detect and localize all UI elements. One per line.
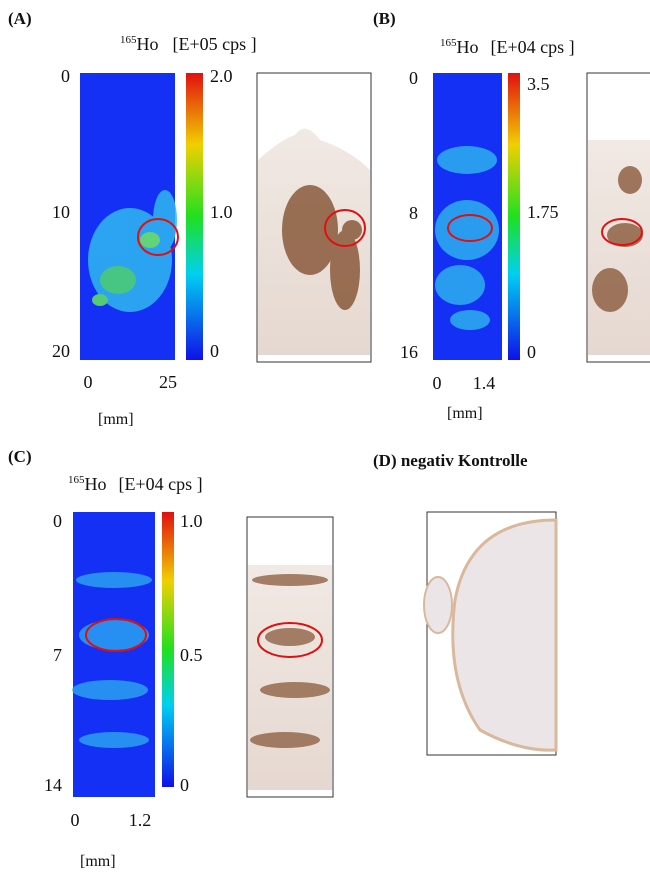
isotope-unit: 165Ho[E+05 cps ]	[120, 34, 257, 54]
scale-label: 1.0	[180, 511, 203, 531]
tissue	[248, 565, 332, 790]
y-label: 0	[61, 66, 70, 86]
y-label: 16	[400, 342, 418, 362]
colorbar	[162, 512, 174, 787]
isotope-unit: 165Ho[E+04 cps ]	[440, 37, 575, 57]
scale-label: 0	[527, 342, 536, 362]
y-label: 8	[409, 203, 418, 223]
y-label: 0	[53, 511, 62, 531]
y-label: 20	[52, 341, 70, 361]
scale-label: 0.5	[180, 645, 203, 665]
panel-label: (B)	[373, 9, 396, 28]
y-label: 10	[52, 202, 70, 222]
tissue	[424, 577, 452, 633]
panel-label: (D) negativ Kontrolle	[373, 451, 528, 470]
colorbar	[186, 73, 203, 360]
x-label: 1.2	[129, 810, 152, 830]
x-label: 1.4	[473, 373, 496, 393]
colorbar	[508, 73, 520, 360]
tissue	[588, 140, 650, 355]
panel-label: (C)	[8, 447, 32, 466]
isotope-unit: 165Ho[E+04 cps ]	[68, 474, 203, 494]
scale-label: 0	[180, 775, 189, 795]
heatmap	[73, 512, 155, 797]
x-unit: [mm]	[447, 405, 483, 422]
scale-label: 0	[210, 341, 219, 361]
scale-label: 1.75	[527, 202, 559, 222]
scale-label: 1.0	[210, 202, 233, 222]
y-label: 7	[53, 645, 62, 665]
x-label: 25	[159, 372, 177, 392]
figure: (A) 165Ho[E+05 cps ] 2.0 1.0 0 0 10 20 0…	[0, 0, 650, 879]
x-unit: [mm]	[98, 411, 134, 428]
x-label: 0	[433, 373, 442, 393]
x-unit: [mm]	[80, 853, 116, 870]
y-label: 0	[409, 68, 418, 88]
scale-label: 3.5	[527, 74, 550, 94]
y-label: 14	[44, 775, 62, 795]
panel-label: (A)	[8, 9, 32, 28]
x-label: 0	[71, 810, 80, 830]
x-label: 0	[84, 372, 93, 392]
scale-label: 2.0	[210, 66, 233, 86]
